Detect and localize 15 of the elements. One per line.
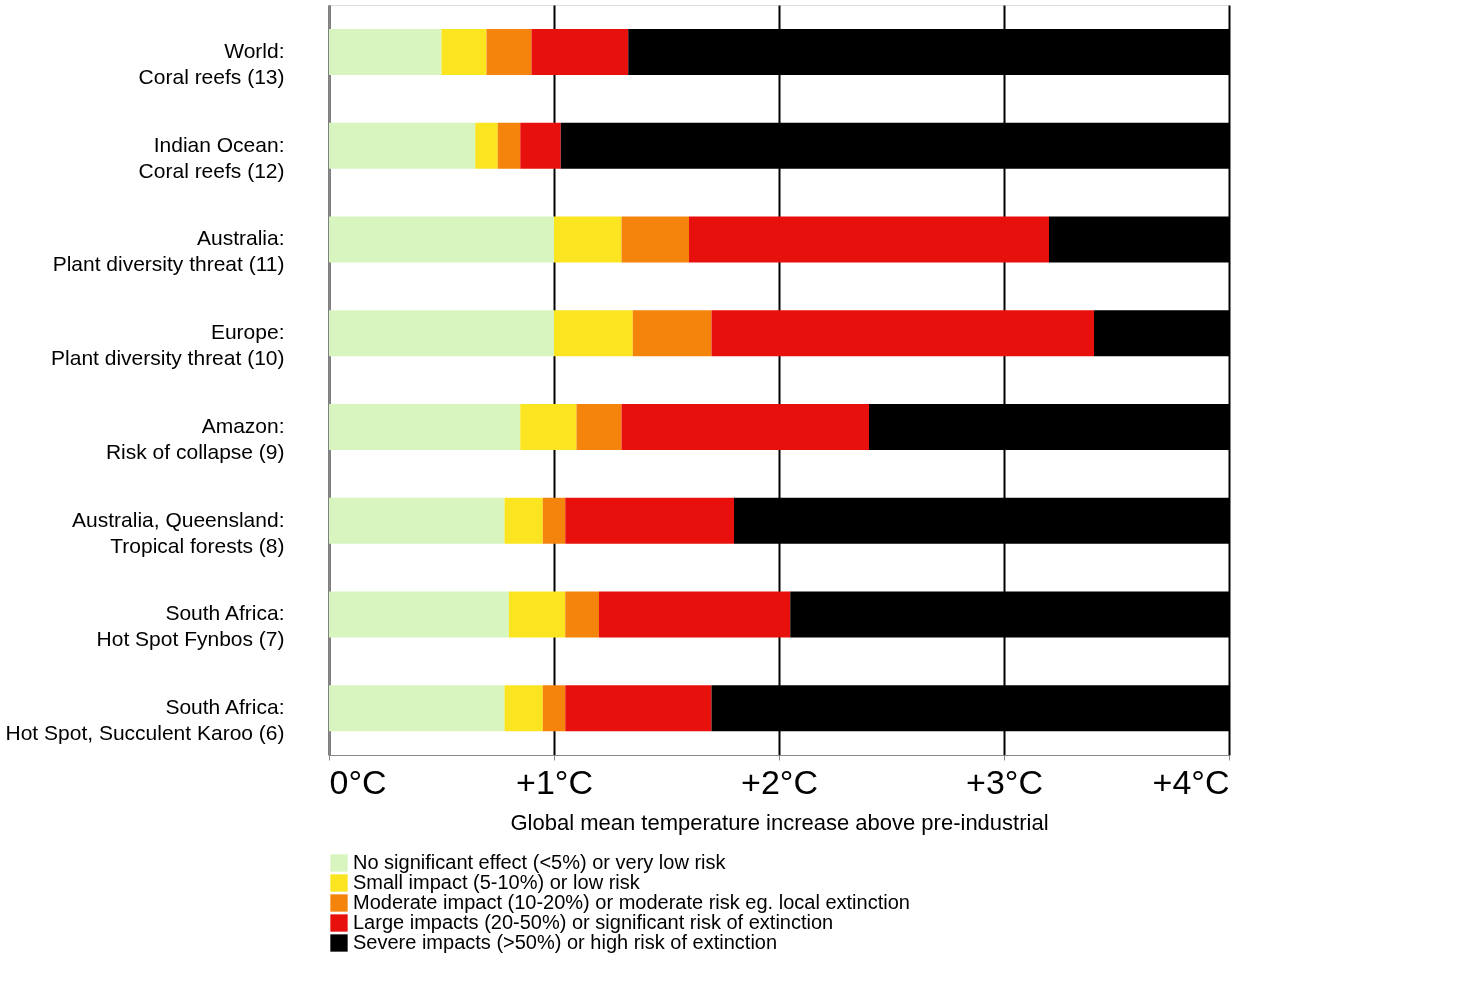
- y-tick-label: South Africa: Hot Spot Fynbos (7): [96, 601, 285, 651]
- y-tick-label: World: Coral reefs (13): [138, 38, 285, 88]
- x-axis-title: Global mean temperature increase above pre-industrial: [510, 809, 1049, 835]
- y-tick-label: Amazon: Risk of collapse (9): [105, 413, 285, 463]
- y-tick-label: South Africa: Hot Spot, Succulent Karoo (6): [5, 695, 285, 745]
- x-tick-label: +1°C: [516, 762, 593, 801]
- x-tick-label: +4°C: [1152, 762, 1230, 801]
- x-tick-label: +2°C: [741, 762, 818, 801]
- y-tick-label: Europe: Plant diversity threat (10): [51, 320, 285, 370]
- y-tick-label: Australia: Plant diversity threat (11): [52, 226, 285, 276]
- y-tick-label: Australia, Queensland: Tropical forests (8): [72, 507, 285, 557]
- x-tick-label: 0°C: [329, 762, 387, 801]
- y-tick-label: Indian Ocean: Coral reefs (12): [138, 132, 285, 182]
- legend-label: No significant effect (<5%) or very low risk: [353, 851, 727, 873]
- x-tick-label: +3°C: [966, 762, 1043, 801]
